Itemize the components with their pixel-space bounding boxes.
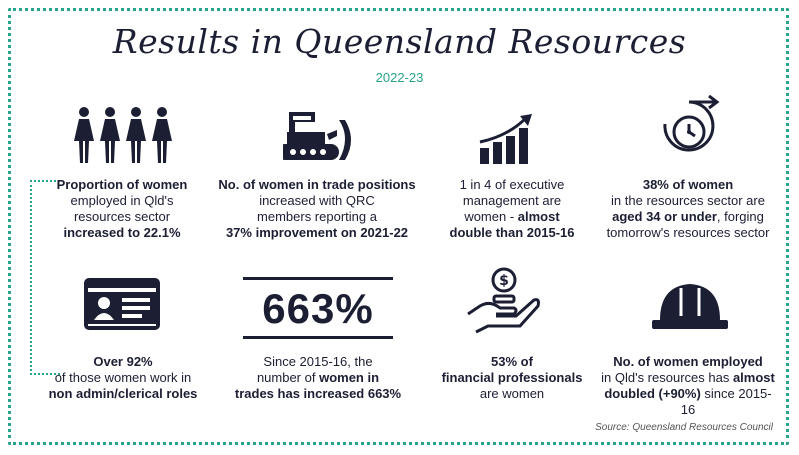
women-figures-icon — [74, 107, 172, 163]
stat-4-line-4: tomorrow's resources sector — [606, 225, 770, 240]
stat-executive-management: 1 in 4 of executive management are women… — [432, 177, 592, 241]
stat-3-line-2: management are — [462, 193, 562, 208]
stat-women-employed-doubled: No. of women employed in Qld's resources… — [598, 354, 778, 418]
dotted-connector — [30, 180, 60, 375]
hard-hat-icon — [652, 284, 728, 329]
rule-bottom — [243, 336, 393, 339]
stat-8-line-2: in Qld's resources has — [601, 370, 733, 385]
stat-3-line-3-bold: almost — [517, 209, 560, 224]
stat-5-line-1: Over 92% — [93, 354, 153, 369]
page-title: Results in Queensland Resources — [112, 22, 687, 61]
stat-2-line-4: 37% improvement on 2021-22 — [225, 225, 409, 240]
stat-women-proportion: Proportion of women employed in Qld's re… — [42, 177, 202, 241]
stat-3-line-3: women - — [464, 209, 518, 224]
stat-2-line-3: members reporting a — [257, 209, 377, 224]
stat-8-line-1: No. of women employed — [613, 354, 763, 369]
stat-financial-professionals: 53% of financial professionals are women — [432, 354, 592, 402]
stat-non-admin-roles: Over 92% of those women work in non admi… — [38, 354, 208, 402]
stat-8-line-2-bold: almost — [732, 370, 775, 385]
stat-7-line-1: 53% of — [491, 354, 533, 369]
stat-1-line-1: Proportion of women — [56, 177, 188, 192]
stat-7-line-2: financial professionals — [441, 370, 583, 385]
source-credit: Source: Queensland Resources Council — [595, 422, 773, 433]
rule-top — [243, 277, 393, 280]
stat-5-line-3: non admin/clerical roles — [48, 386, 198, 401]
stat-2-line-1: No. of women in trade positions — [218, 177, 416, 192]
hand-coin-icon: $ — [467, 267, 540, 334]
stat-4-line-3-bold: aged 34 or under — [612, 209, 717, 224]
dotted-frame — [8, 8, 789, 445]
stat-2-line-2: increased with QRC — [259, 193, 375, 208]
stat-6-line-1: Since 2015-16, the — [263, 354, 373, 369]
stat-3-line-4: double than 2015-16 — [449, 225, 575, 240]
stat-1-line-4: increased to 22.1% — [63, 225, 181, 240]
stat-7-line-3: are women — [479, 386, 545, 401]
bulldozer-icon — [283, 112, 351, 160]
stat-6-line-2: number of — [256, 370, 320, 385]
stat-trades-increase: Since 2015-16, the number of women in tr… — [222, 354, 414, 402]
stat-3-line-1: 1 in 4 of executive — [459, 177, 565, 192]
id-card-icon — [84, 278, 160, 330]
stat-1-line-2: employed in Qld's — [70, 193, 174, 208]
stat-8-line-3-bold: doubled (+90%) — [604, 386, 701, 401]
year-label: 2022-23 — [375, 70, 424, 85]
growth-chart-icon — [479, 114, 532, 164]
big-663-percent: 663% — [262, 285, 374, 332]
stat-trade-positions: No. of women in trade positions increase… — [206, 177, 428, 241]
dollar-sign: $ — [499, 273, 509, 289]
stat-8-line-3: since 2015-16 — [680, 386, 772, 417]
stat-6-line-2-bold: women in — [319, 370, 380, 385]
stat-4-line-3: , forging — [716, 209, 764, 224]
stat-women-under-34: 38% of women in the resources sector are… — [598, 177, 778, 241]
clock-arrow-icon — [663, 94, 720, 152]
stat-5-line-2: of those women work in — [54, 370, 192, 385]
stat-4-line-1: 38% of women — [642, 177, 734, 192]
stat-4-line-2: in the resources sector are — [611, 193, 765, 208]
stat-1-line-3: resources sector — [73, 209, 171, 224]
stat-6-line-3: trades has increased 663% — [234, 386, 402, 401]
